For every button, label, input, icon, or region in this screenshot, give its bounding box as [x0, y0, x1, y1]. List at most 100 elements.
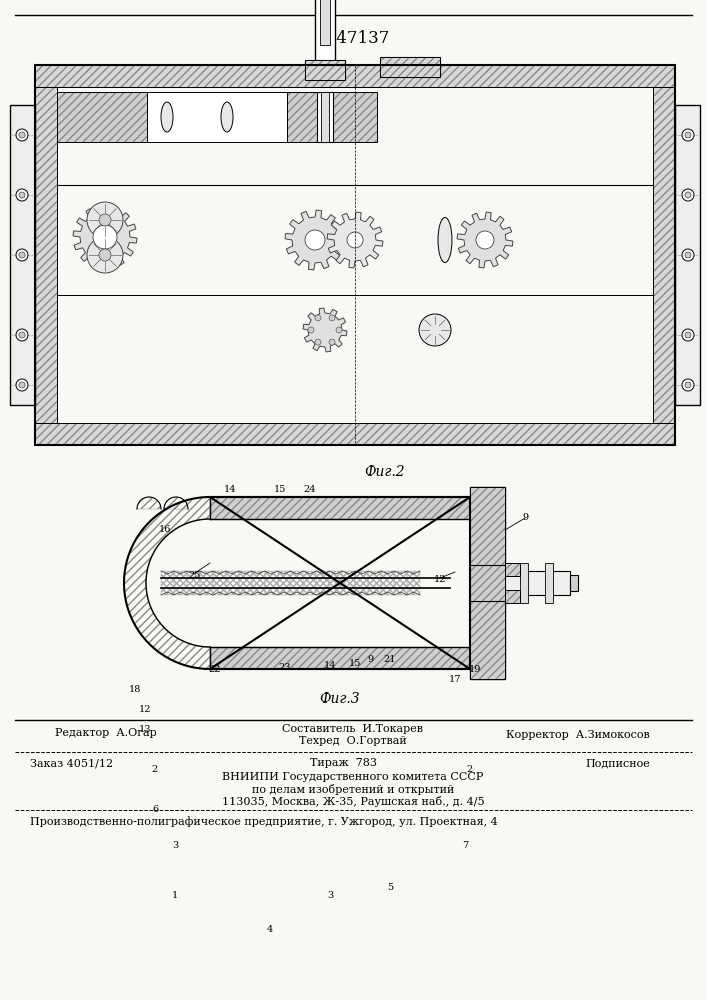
Bar: [505, 590, 520, 603]
Text: 7: 7: [462, 840, 468, 850]
Text: 2: 2: [467, 766, 473, 774]
Polygon shape: [457, 212, 513, 268]
Text: 14: 14: [223, 486, 236, 494]
Text: 12: 12: [139, 706, 151, 714]
Bar: [505, 563, 520, 576]
Text: 17: 17: [449, 676, 461, 684]
Circle shape: [305, 230, 325, 250]
Circle shape: [682, 249, 694, 261]
Bar: [35, 87, 57, 423]
Circle shape: [87, 237, 123, 273]
Text: 113035, Москва, Ж-35, Раушская наб., д. 4/5: 113035, Москва, Ж-35, Раушская наб., д. …: [222, 796, 484, 807]
Circle shape: [685, 132, 691, 138]
Text: 1247137: 1247137: [316, 30, 390, 47]
Text: 16: 16: [159, 526, 171, 534]
Bar: [380, 57, 440, 77]
Bar: [329, 571, 342, 595]
Bar: [200, 571, 213, 595]
Bar: [287, 92, 377, 142]
Polygon shape: [327, 212, 383, 268]
Circle shape: [99, 214, 111, 226]
Text: 22: 22: [209, 666, 221, 674]
Bar: [291, 571, 303, 595]
Circle shape: [16, 129, 28, 141]
Bar: [187, 571, 200, 595]
Text: Производственно-полиграфическое предприятие, г. Ужгород, ул. Проектная, 4: Производственно-полиграфическое предприя…: [30, 816, 498, 827]
Bar: [381, 571, 394, 595]
Bar: [320, 0, 330, 45]
Bar: [394, 571, 407, 595]
Circle shape: [16, 379, 28, 391]
Text: 21: 21: [384, 656, 396, 664]
Circle shape: [19, 332, 25, 338]
Polygon shape: [285, 210, 345, 270]
Circle shape: [685, 382, 691, 388]
Bar: [505, 590, 520, 603]
Text: 18: 18: [129, 686, 141, 694]
Text: 25: 25: [189, 570, 201, 580]
Circle shape: [685, 332, 691, 338]
Bar: [35, 423, 675, 445]
Circle shape: [16, 329, 28, 341]
Bar: [57, 92, 147, 142]
Bar: [470, 565, 505, 679]
Bar: [210, 497, 470, 519]
Bar: [252, 571, 264, 595]
Circle shape: [16, 189, 28, 201]
Bar: [287, 92, 377, 142]
Bar: [470, 565, 505, 679]
Bar: [505, 571, 570, 595]
Bar: [520, 563, 528, 603]
Text: 1: 1: [172, 890, 178, 900]
Bar: [570, 575, 578, 591]
Text: 14: 14: [324, 660, 337, 670]
Bar: [470, 487, 505, 679]
Bar: [653, 87, 675, 423]
Text: 15: 15: [274, 486, 286, 494]
Bar: [305, 60, 345, 80]
Bar: [368, 571, 381, 595]
Text: Корректор  А.Зимокосов: Корректор А.Зимокосов: [506, 730, 650, 740]
Bar: [147, 92, 287, 142]
Circle shape: [87, 202, 123, 238]
Bar: [161, 571, 174, 595]
Bar: [305, 60, 345, 80]
Circle shape: [315, 339, 321, 345]
Bar: [278, 571, 291, 595]
Bar: [355, 571, 368, 595]
Circle shape: [329, 339, 335, 345]
Text: Тираж  783: Тираж 783: [310, 758, 377, 768]
Bar: [321, 92, 329, 142]
Bar: [210, 647, 470, 669]
Text: 24: 24: [304, 486, 316, 494]
Circle shape: [682, 329, 694, 341]
Text: 15: 15: [349, 658, 361, 668]
Circle shape: [99, 249, 111, 261]
Bar: [407, 571, 420, 595]
Circle shape: [419, 314, 451, 346]
Text: Редактор  А.Огар: Редактор А.Огар: [55, 728, 157, 738]
Bar: [380, 57, 440, 77]
Circle shape: [336, 327, 342, 333]
Text: ВНИИПИ Государственного комитета СССР: ВНИИПИ Государственного комитета СССР: [222, 772, 484, 782]
Circle shape: [682, 379, 694, 391]
Text: Подписное: Подписное: [585, 758, 650, 768]
Text: 6: 6: [152, 806, 158, 814]
Text: Техред  О.Гортвай: Техред О.Гортвай: [299, 736, 407, 746]
Bar: [380, 57, 440, 77]
Circle shape: [19, 192, 25, 198]
Text: 5: 5: [387, 884, 393, 892]
Bar: [303, 571, 317, 595]
Bar: [35, 423, 675, 445]
Bar: [35, 65, 675, 445]
Circle shape: [476, 231, 494, 249]
Circle shape: [685, 192, 691, 198]
Bar: [35, 65, 675, 87]
Bar: [210, 647, 470, 669]
Bar: [342, 571, 355, 595]
Text: Фиг.3: Фиг.3: [320, 692, 361, 706]
Circle shape: [315, 315, 321, 321]
Circle shape: [682, 129, 694, 141]
Circle shape: [19, 382, 25, 388]
Text: 3: 3: [172, 840, 178, 850]
